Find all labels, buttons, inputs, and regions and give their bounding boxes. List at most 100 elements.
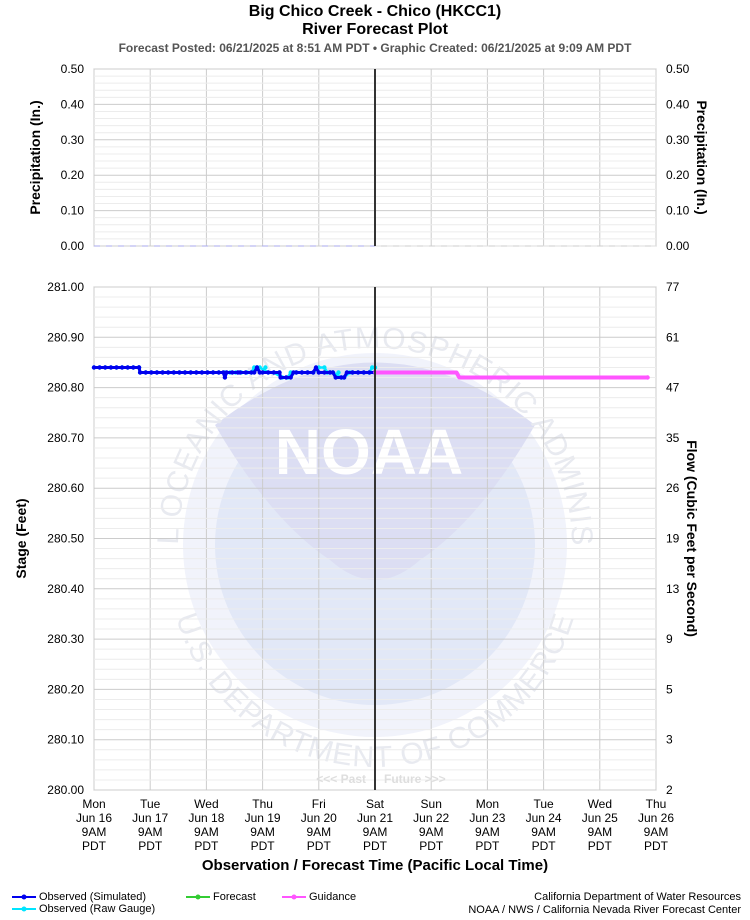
precip-ylabel-left: Precipitation (In.) <box>27 100 43 214</box>
precip-ytick-left: 0.00 <box>61 239 85 253</box>
xtick-label: Fri <box>312 797 326 811</box>
stage-series-point <box>97 365 102 370</box>
legend-guidance-swatch <box>282 894 306 900</box>
stage-series-point <box>406 370 411 375</box>
xtick-label: PDT <box>419 839 444 853</box>
precip-ytick-right: 0.50 <box>666 62 690 76</box>
stage-series-point <box>491 375 495 380</box>
xtick-label: PDT <box>251 839 276 853</box>
stage-series-point <box>199 370 205 375</box>
stage-series-point <box>154 370 160 375</box>
chart-title: Big Chico Creek - Chico (HKCC1) <box>248 3 502 20</box>
xtick-label: Jun 25 <box>582 811 618 825</box>
flow-ytick-right: 47 <box>666 381 680 395</box>
stage-series-point <box>149 370 154 375</box>
xtick-label: Tue <box>140 797 161 811</box>
stage-series-point <box>311 370 316 375</box>
xtick-label: Jun 22 <box>413 811 449 825</box>
xtick-label: Tue <box>533 797 554 811</box>
stage-series-point <box>160 370 165 375</box>
stage-series-point <box>457 375 462 380</box>
flow-ytick-right: 2 <box>666 783 673 797</box>
stage-series-point <box>498 375 502 380</box>
stage-series-point <box>367 370 372 375</box>
stage-series-point <box>263 365 268 370</box>
xtick-label: 9AM <box>138 825 163 839</box>
xtick-label: Sat <box>366 797 385 811</box>
stage-series-point <box>284 375 289 380</box>
xtick-label: Jun 26 <box>638 811 674 825</box>
stage-series-point <box>350 370 355 375</box>
xtick-label: PDT <box>475 839 500 853</box>
stage-series-point <box>440 370 445 375</box>
stage-series-point <box>592 375 596 380</box>
stage-series-point <box>355 370 361 375</box>
stage-ytick-left: 280.10 <box>47 733 84 747</box>
stage-ytick-left: 280.20 <box>47 682 84 696</box>
legend-observed-raw-swatch <box>12 906 36 912</box>
stage-series-point <box>182 370 188 375</box>
flow-ytick-right: 13 <box>666 582 680 596</box>
stage-series-point <box>531 375 536 380</box>
stage-series-point <box>243 370 248 375</box>
stage-series-point <box>572 375 576 380</box>
stage-series-point <box>379 370 384 375</box>
stage-series-point <box>278 375 283 380</box>
stage-series-point <box>504 375 509 380</box>
stage-series-point <box>210 370 216 375</box>
xtick-label: 9AM <box>587 825 612 839</box>
stage-series-point <box>177 370 182 375</box>
watermark-logo-text: NOAA <box>275 416 463 488</box>
flow-ytick-right: 19 <box>666 532 680 546</box>
stage-ytick-left: 280.70 <box>47 431 84 445</box>
stage-series-point <box>333 375 338 380</box>
stage-series-point <box>336 370 341 375</box>
stage-series-point <box>91 365 97 370</box>
stage-series-point <box>545 375 549 380</box>
stage-ytick-left: 280.00 <box>47 783 84 797</box>
stage-series-point <box>125 365 130 370</box>
stage-series-point <box>260 370 265 375</box>
precip-ytick-right: 0.40 <box>666 97 690 111</box>
stage-series-point <box>386 370 391 375</box>
stage-series-point <box>518 375 522 380</box>
stage-series-point <box>316 370 321 375</box>
stage-series-point <box>230 370 235 375</box>
precip-ytick-right: 0.30 <box>666 133 690 147</box>
xtick-label: 9AM <box>644 825 669 839</box>
credit-cnrfc: NOAA / NWS / California Nevada River For… <box>468 904 741 916</box>
stage-series-point <box>330 370 336 375</box>
stage-series-point <box>277 370 282 375</box>
stage-series-point <box>605 375 610 380</box>
stage-ytick-left: 280.50 <box>47 532 84 546</box>
xtick-label: PDT <box>532 839 557 853</box>
xtick-label: Jun 24 <box>526 811 562 825</box>
xtick-label: PDT <box>82 839 107 853</box>
xtick-label: Jun 19 <box>245 811 281 825</box>
flow-ytick-right: 5 <box>666 682 673 696</box>
flow-ylabel-right: Flow (Cubic Feet per Second) <box>684 440 700 637</box>
stage-series-point <box>619 375 623 380</box>
stage-series-point <box>612 375 617 380</box>
xtick-label: Jun 20 <box>301 811 337 825</box>
stage-series-point <box>420 370 425 375</box>
stage-series-point <box>266 370 271 375</box>
stage-series-point <box>103 365 108 370</box>
x-axis-label: Observation / Forecast Time (Pacific Loc… <box>202 857 548 874</box>
stage-series-point <box>427 370 431 375</box>
flow-ytick-right: 9 <box>666 632 673 646</box>
legend-guidance-label: Guidance <box>309 891 357 903</box>
xtick-label: Jun 18 <box>188 811 224 825</box>
xtick-label: Wed <box>588 797 612 811</box>
stage-series-point <box>454 370 459 375</box>
xtick-label: Jun 21 <box>357 811 393 825</box>
chart-subtitle-title: River Forecast Plot <box>302 21 448 38</box>
stage-series-point <box>341 375 347 380</box>
precip-ylabel-right: Precipitation (In.) <box>694 100 710 214</box>
stage-series-point <box>288 375 293 380</box>
flow-ytick-right: 26 <box>666 481 680 495</box>
stage-series-point <box>599 375 603 380</box>
stage-series-point <box>578 375 583 380</box>
stage-series-point <box>361 370 366 375</box>
